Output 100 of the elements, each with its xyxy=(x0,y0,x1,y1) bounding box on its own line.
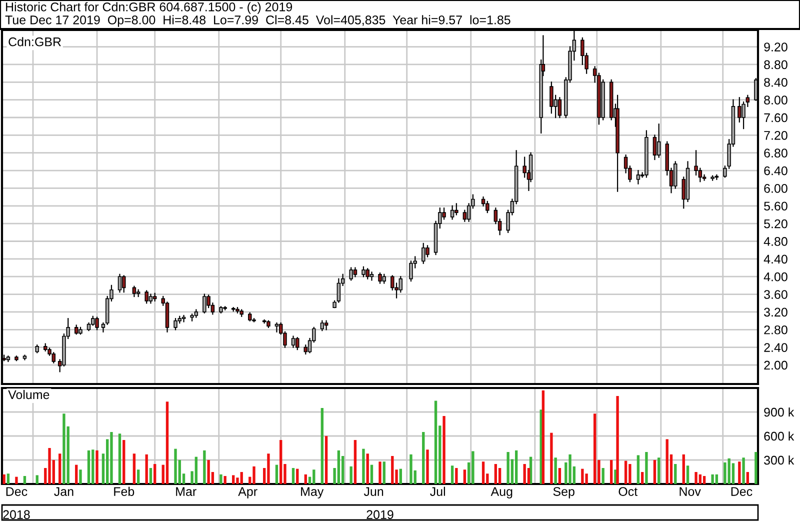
candlestick xyxy=(462,210,467,222)
bar xyxy=(362,448,365,484)
candlestick xyxy=(656,124,661,158)
candlestick xyxy=(702,174,706,181)
bar xyxy=(738,462,741,484)
bar xyxy=(682,454,685,484)
bar xyxy=(724,462,726,484)
bar xyxy=(628,464,632,484)
y-tick-label: 3.20 xyxy=(764,308,788,317)
candlestick xyxy=(95,316,99,330)
candlestick xyxy=(320,320,324,332)
candlestick xyxy=(466,203,471,222)
bar xyxy=(62,414,66,484)
candlestick xyxy=(550,82,554,114)
candlestick xyxy=(422,242,426,264)
x-tick-label: Sep xyxy=(553,487,574,498)
candlestick xyxy=(324,320,328,330)
bar xyxy=(391,456,394,484)
y-tick-label: 8.00 xyxy=(764,96,788,104)
bar xyxy=(624,460,628,484)
bar xyxy=(527,468,530,484)
bar xyxy=(2,474,6,484)
candlestick xyxy=(366,268,370,280)
y-tick-label: 4.80 xyxy=(764,237,788,246)
y-tick-label: 6.00 xyxy=(764,184,788,193)
bar xyxy=(666,439,668,484)
bar xyxy=(450,466,454,484)
bar xyxy=(166,402,169,484)
bar xyxy=(312,470,316,484)
bar xyxy=(616,396,619,484)
candlestick xyxy=(636,170,640,184)
bar xyxy=(324,436,328,484)
x-tick-label: Jun xyxy=(364,487,384,496)
bar xyxy=(636,455,640,484)
bar xyxy=(653,460,656,484)
bar xyxy=(498,468,502,484)
candlestick xyxy=(558,97,562,118)
bar xyxy=(337,450,340,484)
bar xyxy=(75,464,78,484)
bar xyxy=(36,475,38,484)
bar xyxy=(602,468,604,484)
bar xyxy=(686,466,690,484)
candlestick xyxy=(202,294,206,314)
bar xyxy=(48,448,51,484)
bar xyxy=(442,416,446,484)
bar xyxy=(252,466,256,484)
bar xyxy=(674,464,677,484)
x-tick-label: Apr xyxy=(238,487,258,498)
bar xyxy=(275,464,278,484)
y-tick-label: 5.60 xyxy=(764,202,788,211)
x-tick-label: Aug xyxy=(490,487,512,498)
bar xyxy=(122,440,126,484)
candlestick xyxy=(378,272,382,284)
bar xyxy=(426,450,429,484)
bar xyxy=(554,458,557,484)
bar xyxy=(472,451,474,484)
candlestick xyxy=(674,161,678,189)
y-tick-label: 9.20 xyxy=(764,42,788,52)
bar xyxy=(23,476,26,484)
y-tick-label: 2.00 xyxy=(764,360,788,370)
x-tick-label: Dec xyxy=(731,487,752,496)
candlestick xyxy=(370,272,374,281)
x-tick-label: Jan xyxy=(54,487,74,496)
bar xyxy=(203,450,206,484)
bar xyxy=(87,450,90,484)
bar xyxy=(292,468,295,484)
bar xyxy=(542,390,545,484)
candlestick xyxy=(362,266,366,278)
bar xyxy=(494,464,498,484)
y-tick-label: 8.40 xyxy=(764,78,788,87)
y-tick-label: 5.20 xyxy=(764,219,788,228)
bar xyxy=(422,432,425,484)
bar xyxy=(378,462,382,484)
candlestick xyxy=(182,314,186,322)
y-tick-label: 900 k xyxy=(764,407,794,417)
chart-subtitle: Tue Dec 17 2019 Op=8.00 Hi=8.48 Lo=7.99 Cl=8.45 Vol=405,835 Year hi=9.57 lo=1.85 xyxy=(5,15,510,27)
bar xyxy=(550,432,553,484)
candlestick xyxy=(454,203,458,216)
bar xyxy=(136,470,140,484)
text: 2018 xyxy=(3,510,30,520)
candlestick xyxy=(118,274,122,293)
bar xyxy=(455,468,458,484)
candlestick xyxy=(426,245,430,258)
bar xyxy=(174,448,177,484)
bar xyxy=(610,460,613,484)
x-tick-label: Mar xyxy=(176,487,196,496)
candlestick xyxy=(450,205,454,220)
bar xyxy=(79,470,82,484)
bar xyxy=(354,440,357,484)
bar xyxy=(194,456,198,484)
bar xyxy=(232,475,235,484)
bar xyxy=(280,440,282,484)
bar xyxy=(728,458,730,484)
x-tick-label: Dec xyxy=(6,487,28,496)
bar xyxy=(640,472,644,484)
y-tick-label: 8.80 xyxy=(764,60,788,70)
bar xyxy=(296,468,299,484)
bar xyxy=(240,472,243,484)
bar xyxy=(715,474,718,484)
bar xyxy=(58,454,62,484)
